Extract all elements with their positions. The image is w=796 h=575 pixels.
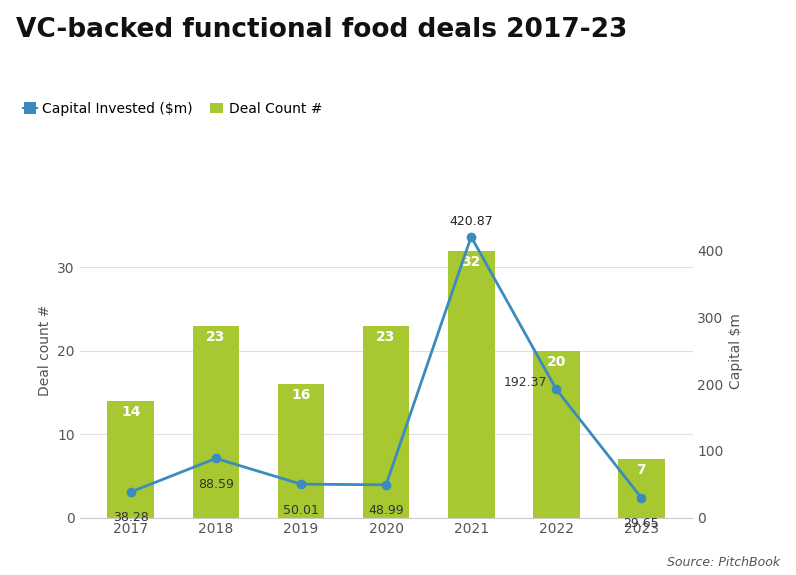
Line: Capital Invested ($m): Capital Invested ($m) [127, 233, 646, 502]
Text: 7: 7 [637, 463, 646, 477]
Bar [107, 401, 154, 518]
Capital Invested ($m) [211, 455, 220, 462]
Capital Invested ($m) [552, 386, 561, 393]
Y-axis label: Capital $m: Capital $m [729, 313, 743, 389]
Text: Source: PitchBook: Source: PitchBook [667, 556, 780, 569]
Text: 192.37: 192.37 [503, 376, 547, 389]
Bar [278, 384, 325, 518]
Text: 32: 32 [462, 255, 481, 269]
Bar [363, 325, 409, 518]
Text: 23: 23 [377, 330, 396, 344]
Bar [193, 325, 240, 518]
Text: VC-backed functional food deals 2017-23: VC-backed functional food deals 2017-23 [16, 17, 627, 43]
Text: 48.99: 48.99 [369, 504, 404, 518]
Capital Invested ($m) [126, 489, 135, 496]
Bar [618, 459, 665, 518]
Text: 29.65: 29.65 [623, 517, 659, 530]
Text: 420.87: 420.87 [449, 216, 493, 228]
Text: 14: 14 [121, 405, 141, 419]
Text: 50.01: 50.01 [283, 504, 319, 516]
Capital Invested ($m) [296, 481, 306, 488]
Bar [533, 351, 579, 518]
Text: 16: 16 [291, 388, 310, 402]
Legend: Capital Invested ($m), Deal Count #: Capital Invested ($m), Deal Count # [23, 102, 322, 116]
Capital Invested ($m) [466, 233, 476, 240]
Capital Invested ($m) [381, 481, 391, 488]
Text: 88.59: 88.59 [198, 478, 234, 491]
Capital Invested ($m) [637, 494, 646, 501]
Text: 20: 20 [547, 355, 566, 369]
Y-axis label: Deal count #: Deal count # [37, 305, 52, 396]
Bar [447, 251, 494, 518]
Text: 23: 23 [206, 330, 225, 344]
Text: 38.28: 38.28 [113, 511, 149, 524]
